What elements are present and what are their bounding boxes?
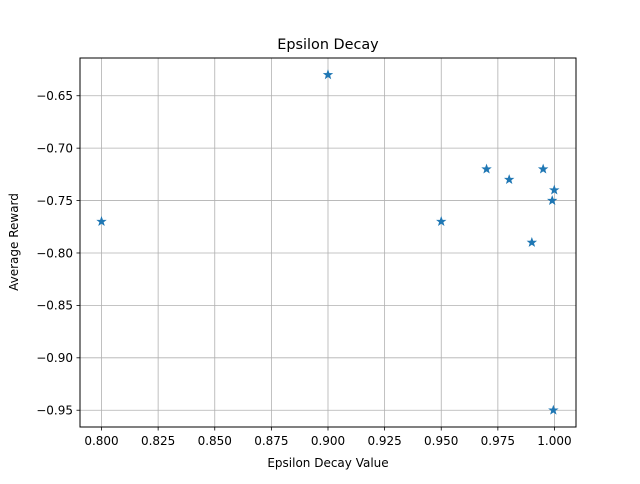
data-point xyxy=(481,163,492,174)
y-tick-label: −0.65 xyxy=(36,89,73,103)
data-point xyxy=(548,404,559,415)
x-tick-label: 0.950 xyxy=(424,434,458,448)
data-point xyxy=(96,216,107,226)
y-axis-label: Average Reward xyxy=(7,193,21,291)
y-axis-ticks: −0.65 −0.70 −0.75 −0.80 −0.85 −0.90 −0.95 xyxy=(36,89,80,418)
data-points xyxy=(96,69,560,415)
x-tick-label: 0.975 xyxy=(481,434,515,448)
y-tick-label: −0.95 xyxy=(36,404,73,418)
grid-lines xyxy=(80,58,576,427)
data-point xyxy=(549,184,560,195)
y-tick-label: −0.90 xyxy=(36,351,73,365)
x-tick-label: 0.875 xyxy=(254,434,288,448)
data-point xyxy=(503,174,515,185)
chart-title: Epsilon Decay xyxy=(277,37,379,53)
x-tick-label: 1.000 xyxy=(537,434,571,448)
x-tick-label: 0.900 xyxy=(311,434,345,448)
y-tick-label: −0.75 xyxy=(36,194,73,208)
data-point xyxy=(322,69,334,80)
y-tick-label: −0.85 xyxy=(36,299,73,313)
x-axis-label: Epsilon Decay Value xyxy=(267,456,388,470)
x-tick-label: 0.800 xyxy=(84,434,118,448)
data-point xyxy=(537,163,549,174)
data-point xyxy=(547,195,558,205)
x-tick-label: 0.850 xyxy=(198,434,232,448)
x-tick-label: 0.925 xyxy=(367,434,401,448)
y-tick-label: −0.80 xyxy=(36,246,73,260)
x-tick-label: 0.825 xyxy=(141,434,175,448)
y-tick-label: −0.70 xyxy=(36,141,73,155)
data-point xyxy=(436,216,447,226)
x-axis-ticks: 0.800 0.825 0.850 0.875 0.900 0.925 0.950 0.975… xyxy=(84,427,572,448)
data-point xyxy=(526,237,538,247)
